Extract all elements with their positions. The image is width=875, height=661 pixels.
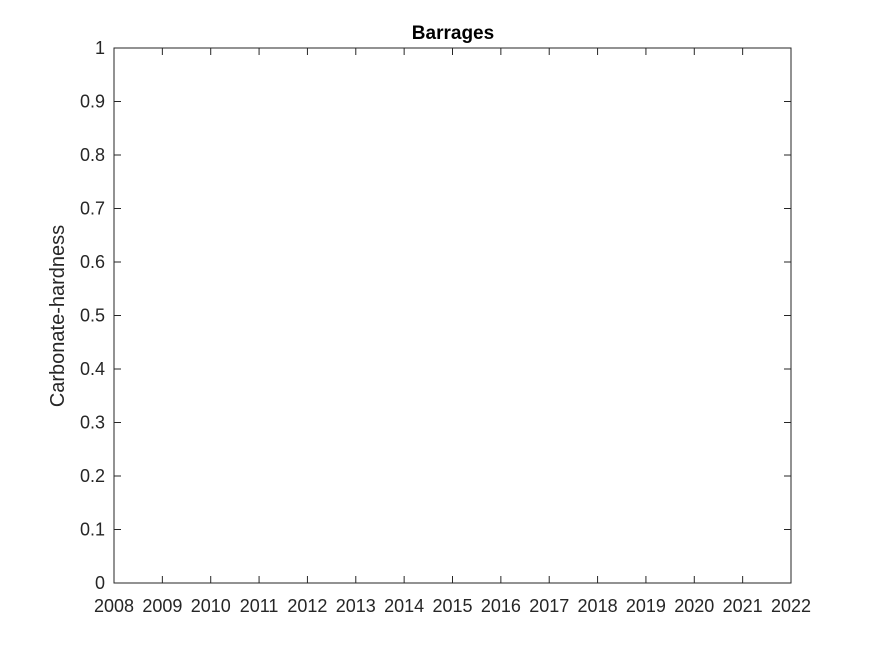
y-tick-label: 0.5 <box>80 306 105 326</box>
x-axis: 2008 2009 2010 2011 2012 2013 2014 2015 2016 2017… <box>94 48 811 616</box>
x-tick-label: 2010 <box>191 596 231 616</box>
y-axis-label: Carbonate-hardness <box>47 225 69 407</box>
x-tick-label: 2018 <box>578 596 618 616</box>
y-tick-label: 0.1 <box>80 520 105 540</box>
x-tick-label: 2014 <box>384 596 424 616</box>
x-tick-label: 2020 <box>674 596 714 616</box>
x-tick-label: 2017 <box>529 596 569 616</box>
y-tick-label: 0.2 <box>80 466 105 486</box>
y-tick-label: 1 <box>95 38 105 58</box>
x-tick-label: 2008 <box>94 596 134 616</box>
x-tick-label: 2012 <box>287 596 327 616</box>
x-tick-label: 2015 <box>432 596 472 616</box>
y-tick-label: 0.9 <box>80 92 105 112</box>
y-tick-label: 0 <box>95 573 105 593</box>
y-tick-label: 0.7 <box>80 199 105 219</box>
y-tick-label: 0.4 <box>80 359 105 379</box>
y-tick-label: 0.8 <box>80 145 105 165</box>
y-tick-label: 0.6 <box>80 252 105 272</box>
chart-title: Barrages <box>412 23 494 44</box>
plot-area <box>113 47 792 584</box>
x-tick-label: 2011 <box>240 596 279 616</box>
x-tick-label: 2022 <box>771 596 811 616</box>
y-axis: 0 0.1 0.2 0.3 0.4 0.5 0.6 0.7 0.8 0.9 1 <box>80 38 791 593</box>
x-tick-label: 2016 <box>481 596 521 616</box>
y-tick-label: 0.3 <box>80 413 105 433</box>
x-tick-label: 2021 <box>723 596 763 616</box>
x-tick-label: 2013 <box>336 596 376 616</box>
x-tick-label: 2009 <box>142 596 182 616</box>
x-tick-label: 2019 <box>626 596 666 616</box>
